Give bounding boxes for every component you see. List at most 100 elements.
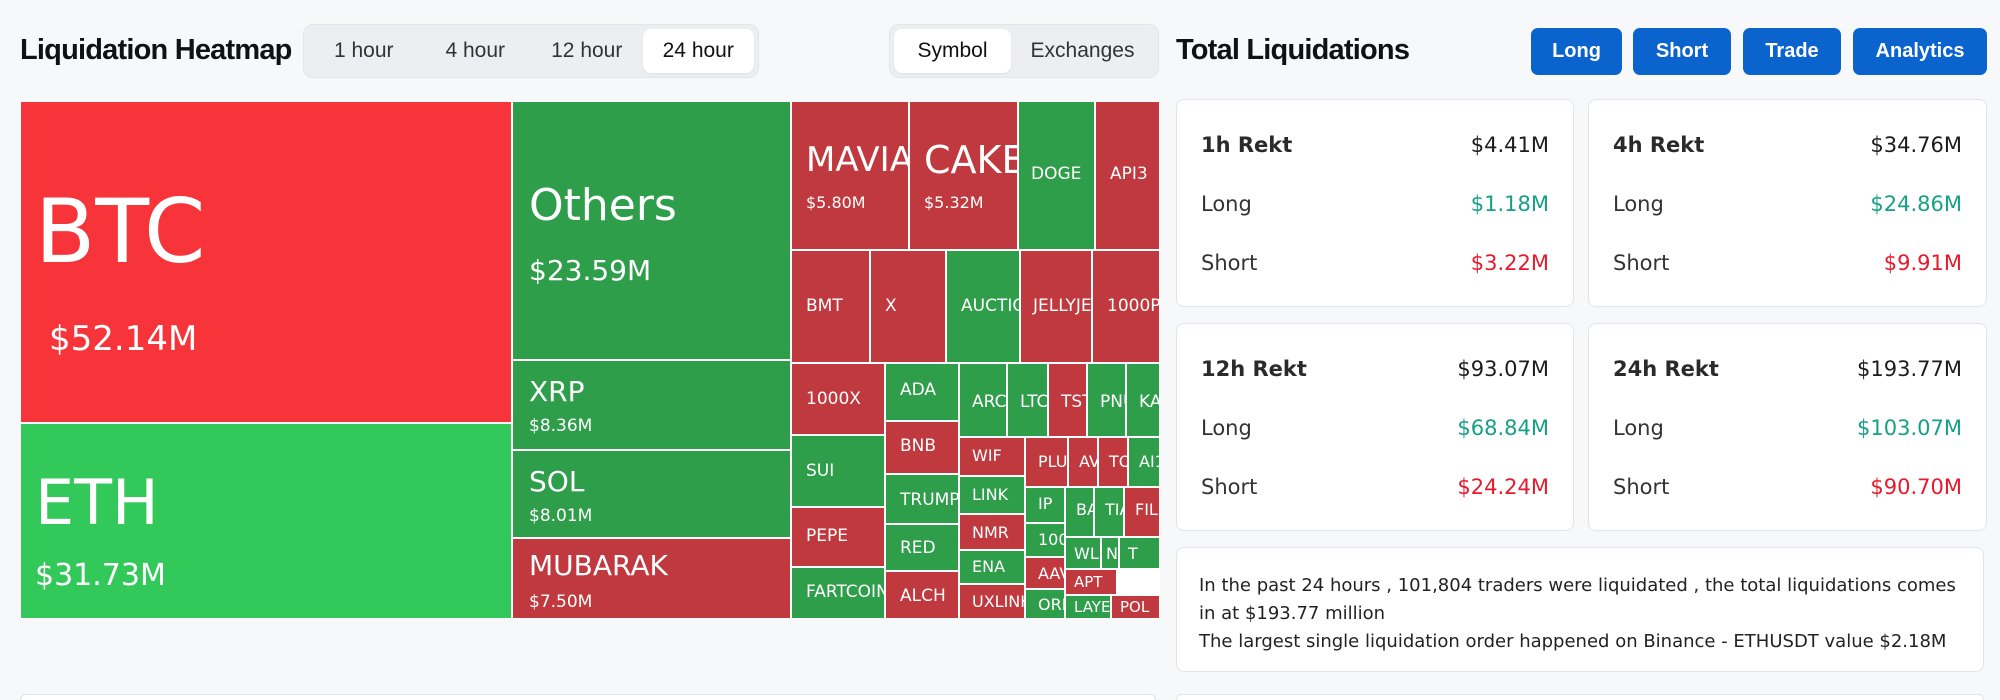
- tile-symbol: TIA: [1105, 500, 1123, 519]
- heatmap-tile-mavia[interactable]: MAVIA $5.80M: [791, 101, 909, 250]
- tile-symbol: ORDI: [1038, 595, 1064, 614]
- tile-symbol: ETH: [35, 466, 159, 539]
- heatmap-tile-btc[interactable]: BTC $52.14M: [20, 101, 512, 423]
- tile-symbol: API3: [1110, 164, 1148, 184]
- card-header-row: 12h Rekt $93.07M: [1201, 354, 1549, 384]
- heatmap-tile-tst[interactable]: TST: [1048, 363, 1087, 437]
- card-header-row: 1h Rekt $4.41M: [1201, 130, 1549, 160]
- heatmap-tile-xrp[interactable]: XRP $8.36M: [512, 360, 791, 450]
- tab-1-hour[interactable]: 1 hour: [333, 39, 394, 62]
- total-liquidations-title: Total Liquidations: [1176, 34, 1410, 66]
- tile-symbol: TRUMP: [900, 490, 959, 510]
- card-label: 12h Rekt: [1201, 357, 1307, 381]
- summary-line-2: The largest single liquidation order hap…: [1199, 631, 1947, 652]
- tab-exchanges[interactable]: Exchanges: [1030, 39, 1135, 62]
- tile-symbol: T: [1128, 544, 1138, 563]
- heatmap-tile-doge[interactable]: DOGE: [1018, 101, 1095, 250]
- short-value: $24.24M: [1457, 475, 1549, 499]
- card-long-row: Long $68.84M: [1201, 413, 1549, 443]
- heatmap-tile-cake[interactable]: CAKE $5.32M: [909, 101, 1018, 250]
- tab-4-hour[interactable]: 4 hour: [445, 39, 506, 62]
- heatmap-tile-arc[interactable]: ARC: [959, 363, 1007, 437]
- long-value: $68.84M: [1457, 416, 1549, 440]
- heatmap-tile-wld[interactable]: WLD: [1065, 537, 1101, 569]
- heatmap-tile-pol[interactable]: POL: [1111, 595, 1160, 619]
- heatmap-tile-fil[interactable]: FIL: [1124, 487, 1160, 537]
- heatmap-tile-plume[interactable]: PLUME: [1025, 437, 1068, 487]
- tile-symbol: RED: [900, 538, 936, 558]
- heatmap-tile-ordi[interactable]: ORDI: [1025, 589, 1065, 619]
- tab-symbol[interactable]: Symbol: [894, 29, 1011, 73]
- heatmap-tile-auction[interactable]: AUCTION: [946, 250, 1020, 363]
- card-total: $193.77M: [1857, 357, 1962, 381]
- heatmap-tile-ada[interactable]: ADA: [885, 363, 959, 421]
- long-button[interactable]: Long: [1531, 28, 1622, 75]
- heatmap-tile-alch[interactable]: ALCH: [885, 571, 959, 619]
- tile-symbol: APT: [1074, 573, 1103, 591]
- heatmap-tile-pnut[interactable]: PNUT: [1087, 363, 1126, 437]
- heatmap-tile-wif[interactable]: WIF: [959, 437, 1025, 476]
- heatmap-tile-banana[interactable]: BANANA: [1065, 487, 1094, 537]
- tile-symbol: AAVE: [1038, 564, 1064, 583]
- long-value: $24.86M: [1870, 192, 1962, 216]
- tile-symbol: PEPE: [806, 526, 848, 546]
- heatmap-tile-layer[interactable]: LAYER: [1065, 595, 1111, 619]
- heatmap-tile-ton[interactable]: TON: [1098, 437, 1128, 487]
- tile-symbol: 1000X: [806, 389, 861, 409]
- heatmap-tile-link[interactable]: LINK: [959, 476, 1025, 514]
- heatmap-tile-uxlink[interactable]: UXLINK: [959, 584, 1025, 619]
- short-label: Short: [1201, 475, 1258, 499]
- heatmap-tile-sui[interactable]: SUI: [791, 435, 885, 507]
- heatmap-tile-ltc[interactable]: LTC: [1007, 363, 1048, 437]
- heatmap-tile-nmr[interactable]: NMR: [959, 514, 1025, 550]
- heatmap-tile-tia[interactable]: TIA: [1094, 487, 1124, 537]
- heatmap-tile-ai16z[interactable]: AI16Z: [1128, 437, 1160, 487]
- heatmap-tile-apt[interactable]: APT: [1065, 569, 1117, 595]
- tile-symbol: ADA: [900, 380, 937, 400]
- long-label: Long: [1201, 192, 1252, 216]
- heatmap-tile-jellyjelly[interactable]: JELLYJELLY: [1020, 250, 1092, 363]
- tile-symbol: SOL: [529, 465, 585, 498]
- heatmap-tile-sol[interactable]: SOL $8.01M: [512, 450, 791, 538]
- heatmap-tile-1000bonk[interactable]: 1000BONK: [1025, 523, 1065, 557]
- heatmap-tile-mubarak[interactable]: MUBARAK $7.50M: [512, 538, 791, 619]
- heatmap-tile-others[interactable]: Others $23.59M: [512, 101, 791, 360]
- card-short-row: Short $3.22M: [1201, 248, 1549, 278]
- tile-symbol: KAITO: [1139, 392, 1160, 412]
- heatmap-tile-1000pepe[interactable]: 1000PEPE: [1092, 250, 1160, 363]
- tile-symbol: 1000PEPE: [1107, 296, 1160, 316]
- heatmap-tile-kaito[interactable]: KAITO: [1126, 363, 1160, 437]
- tab-12-hour[interactable]: 12 hour: [551, 39, 623, 62]
- tile-value: $5.80M: [806, 193, 866, 212]
- heatmap-tile-eth[interactable]: ETH $31.73M: [20, 423, 512, 619]
- heatmap-tile-t[interactable]: T: [1119, 537, 1160, 569]
- short-label: Short: [1613, 475, 1670, 499]
- tile-symbol: TST: [1061, 392, 1086, 412]
- heatmap-tile-ena[interactable]: ENA: [959, 550, 1025, 584]
- long-value: $103.07M: [1857, 416, 1962, 440]
- heatmap-tile-1000x[interactable]: 1000X: [791, 363, 885, 435]
- tile-value: $7.50M: [529, 592, 593, 612]
- heatmap-tile-avax[interactable]: AVAX: [1068, 437, 1098, 487]
- heatmap-tile-n[interactable]: N: [1101, 537, 1119, 569]
- heatmap-tile-bnb[interactable]: BNB: [885, 421, 959, 474]
- heatmap-tile-api3[interactable]: API3: [1095, 101, 1160, 250]
- tile-symbol: MUBARAK: [529, 549, 668, 582]
- heatmap-tile-red[interactable]: RED: [885, 524, 959, 571]
- tab-24-hour[interactable]: 24 hour: [642, 29, 754, 73]
- heatmap-tile-fartcoin[interactable]: FARTCOIN: [791, 567, 885, 619]
- heatmap-tile-trump[interactable]: TRUMP: [885, 474, 959, 524]
- card-long-row: Long $103.07M: [1613, 413, 1962, 443]
- heatmap-tile-bmt[interactable]: BMT: [791, 250, 870, 363]
- tile-value: $23.59M: [529, 254, 652, 287]
- heatmap-tile-aave[interactable]: AAVE: [1025, 557, 1065, 589]
- heatmap-tile-x[interactable]: X: [870, 250, 946, 363]
- short-label: Short: [1613, 251, 1670, 275]
- short-button[interactable]: Short: [1633, 28, 1731, 75]
- heatmap-tile-ip[interactable]: IP: [1025, 487, 1065, 523]
- analytics-button[interactable]: Analytics: [1853, 28, 1987, 75]
- trade-button[interactable]: Trade: [1743, 28, 1841, 75]
- card-header-row: 4h Rekt $34.76M: [1613, 130, 1962, 160]
- tile-symbol: CAKE: [924, 138, 1018, 182]
- heatmap-tile-pepe[interactable]: PEPE: [791, 507, 885, 567]
